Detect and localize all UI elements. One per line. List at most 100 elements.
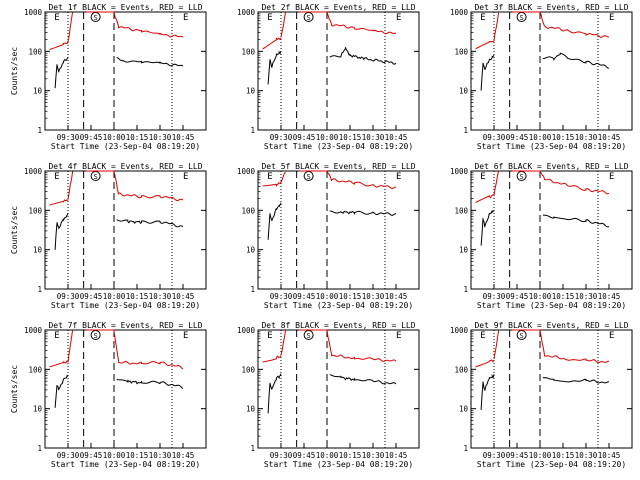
x-axis-label: Start Time (23-Sep-04 08:19:20): [477, 142, 626, 151]
marker-e-end: E: [396, 331, 401, 341]
x-tick-label: 10:45: [172, 133, 195, 142]
y-tick-label: 1000: [237, 326, 256, 335]
marker-e-end: E: [396, 13, 401, 23]
x-axis-label: Start Time (23-Sep-04 08:19:20): [51, 460, 200, 469]
plot-frame: [470, 11, 633, 131]
lld-series-line: [262, 355, 282, 363]
marker-e-start: E: [480, 172, 485, 182]
events-series-line: [116, 378, 184, 389]
x-axis-label: Start Time (23-Sep-04 08:19:20): [264, 142, 413, 151]
x-tick-label: 10:30: [575, 451, 598, 460]
x-axis-label: Start Time (23-Sep-04 08:19:20): [264, 460, 413, 469]
x-tick-label: 10:00: [529, 292, 552, 301]
x-tick-label: 10:15: [339, 292, 362, 301]
lld-series-line: [475, 193, 495, 203]
y-tick-label: 1: [463, 126, 468, 135]
plot-frame: [470, 329, 633, 449]
lld-series-line: [493, 170, 500, 196]
y-tick-label: 1000: [24, 8, 43, 17]
lld-series-line: [475, 359, 495, 368]
y-tick-label: 10: [459, 405, 469, 414]
events-series-line: [116, 219, 184, 228]
y-tick-label: 1000: [237, 8, 256, 17]
panel-det-1: Det 1f BLACK = Events, RED = LLD 1 10 100 10…: [10, 3, 207, 151]
x-tick-label: 09:30: [483, 133, 506, 142]
y-tick-label: 1: [37, 444, 42, 453]
y-axis-label: Counts/sec: [10, 206, 19, 254]
events-series-line: [267, 202, 282, 240]
events-series-line: [480, 210, 495, 246]
y-tick-label: 100: [241, 47, 255, 56]
x-tick-label: 10:00: [529, 451, 552, 460]
plot-frame: [257, 11, 420, 131]
lld-series-line: [512, 170, 610, 195]
y-tick-label: 10: [246, 246, 256, 255]
events-series-line: [480, 54, 495, 91]
panel-det-6: Det 6f BLACK = Events, RED = LLD 1 10 100 10…: [450, 162, 633, 310]
marker-e-start: E: [480, 331, 485, 341]
x-tick-label: 10:45: [598, 451, 621, 460]
plot-frame: [44, 329, 207, 449]
events-series-line: [54, 374, 69, 408]
plot-frame: [44, 170, 207, 290]
x-tick-label: 09:30: [57, 292, 80, 301]
x-tick-label: 10:45: [172, 292, 195, 301]
lld-series-line: [512, 11, 610, 38]
events-series-line: [329, 210, 397, 216]
y-tick-label: 100: [28, 47, 42, 56]
panel-title: Det 1f BLACK = Events, RED = LLD: [48, 3, 202, 12]
lld-series-line: [262, 181, 282, 187]
x-tick-label: 10:45: [385, 451, 408, 460]
events-series-line: [542, 377, 610, 384]
marker-e-start: E: [54, 172, 59, 182]
y-tick-label: 100: [454, 47, 468, 56]
y-tick-label: 10: [33, 246, 43, 255]
plot-frame: [257, 329, 420, 449]
x-axis-label: Start Time (23-Sep-04 08:19:20): [51, 142, 200, 151]
plot-frame: [44, 11, 207, 131]
lld-series-line: [299, 329, 397, 362]
x-tick-label: 09:45: [293, 133, 316, 142]
marker-e-start: E: [480, 13, 485, 23]
y-tick-label: 1000: [24, 326, 43, 335]
lld-series-line: [49, 40, 69, 50]
y-tick-label: 1: [463, 444, 468, 453]
y-tick-label: 100: [28, 365, 42, 374]
y-tick-label: 10: [33, 405, 43, 414]
x-axis-label: Start Time (23-Sep-04 08:19:20): [477, 301, 626, 310]
x-tick-label: 10:45: [385, 133, 408, 142]
x-tick-label: 10:00: [529, 133, 552, 142]
events-series-line: [267, 373, 282, 414]
x-tick-label: 10:15: [126, 133, 149, 142]
marker-s-label: S: [519, 14, 523, 22]
events-series-line: [54, 213, 69, 250]
y-tick-label: 10: [459, 246, 469, 255]
lld-series-line: [67, 329, 74, 363]
marker-e-end: E: [183, 331, 188, 341]
x-tick-label: 10:15: [126, 292, 149, 301]
y-tick-label: 1: [37, 285, 42, 294]
x-tick-label: 10:15: [552, 451, 575, 460]
marker-e-start: E: [267, 13, 272, 23]
panel-title: Det 2f BLACK = Events, RED = LLD: [261, 3, 415, 12]
y-tick-label: 10: [33, 87, 43, 96]
y-tick-label: 100: [241, 206, 255, 215]
x-tick-label: 10:15: [126, 451, 149, 460]
x-tick-label: 10:30: [149, 451, 172, 460]
x-tick-label: 10:15: [552, 292, 575, 301]
y-axis-label: Counts/sec: [10, 47, 19, 95]
x-tick-label: 10:30: [575, 133, 598, 142]
y-tick-label: 1: [250, 126, 255, 135]
y-tick-label: 1000: [450, 326, 469, 335]
y-axis-label: Counts/sec: [10, 365, 19, 413]
x-tick-label: 10:30: [149, 292, 172, 301]
lld-series-line: [86, 11, 184, 38]
y-tick-label: 1000: [450, 8, 469, 17]
lld-series-line: [280, 11, 287, 38]
y-tick-label: 1000: [450, 167, 469, 176]
lld-series-line: [280, 329, 287, 356]
lld-series-line: [86, 329, 184, 370]
x-tick-label: 09:45: [293, 451, 316, 460]
x-tick-label: 09:45: [506, 451, 529, 460]
